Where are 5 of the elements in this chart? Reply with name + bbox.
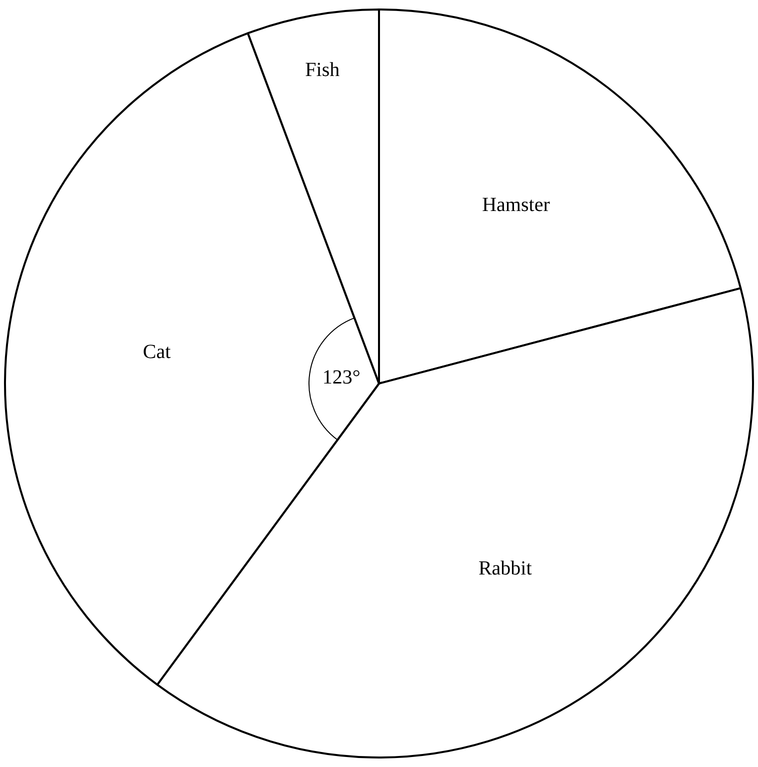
slice-label: Fish — [305, 58, 340, 81]
text: 123° — [322, 366, 360, 389]
slice-label: Cat — [142, 340, 172, 363]
slice-label: Rabbit — [478, 557, 532, 580]
slice-label: Hamster — [482, 194, 550, 216]
